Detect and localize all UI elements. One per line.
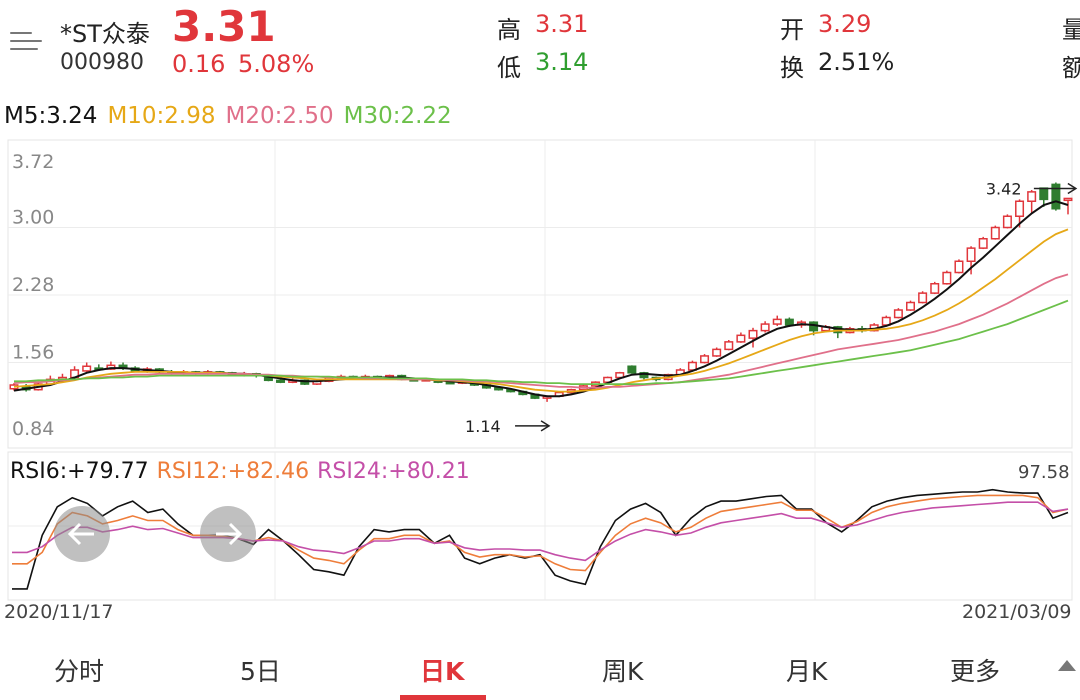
candle-body [82,365,92,372]
tab-intraday[interactable]: 分时 [54,657,105,686]
candle-body [724,341,734,351]
menu-icon[interactable] [10,30,42,56]
candle-body [1002,215,1012,229]
current-price: 3.31 [172,2,276,51]
min-price-arrowhead [540,420,551,432]
volume-label: 量 [1062,16,1080,44]
candle-body [1027,191,1037,202]
y-tick-label: 3.00 [12,207,54,229]
low-value: 3.14 [535,48,589,76]
candle-body [772,318,782,325]
ma20-legend: M20:2.50 [225,103,334,129]
candle-body [918,292,928,304]
candle-body [966,247,976,262]
ma-line-m5 [13,200,1069,398]
active-tab-indicator [400,695,486,700]
arrow-left-icon [67,522,94,546]
rsi-line-rsi12 [12,494,1069,572]
max-price-label: 3.42 [986,180,1022,199]
rsi-line-rsi6 [12,488,1069,590]
main-chart-frame [7,139,1073,449]
candle-body [893,309,903,319]
candle-body [712,348,722,357]
price-change: 0.16 [172,50,226,78]
candle-body [906,301,916,311]
low-label: 低 [497,54,521,82]
arrow-right-icon [216,522,243,546]
price-change-pct: 5.08% [238,50,315,78]
candle-body [1063,197,1073,202]
tab-monthly-k[interactable]: 月K [786,657,828,686]
candle-body [736,334,746,343]
candle-body [748,329,758,339]
date-start: 2020/11/17 [4,601,114,623]
turnover-value: 2.51% [818,48,895,76]
high-value: 3.31 [535,10,589,38]
candle-body [1051,183,1061,210]
rsi12-legend: RSI12:+82.46 [156,459,310,484]
candle-body [627,365,637,374]
candle-body [760,323,770,332]
ma10-legend: M10:2.98 [107,103,216,129]
ma-line-m20 [13,273,1069,389]
y-tick-label: 2.28 [12,274,54,296]
candle-body [784,318,794,326]
tab-5day[interactable]: 5日 [240,657,281,686]
tab-weekly-k[interactable]: 周K [602,657,644,686]
stock-code: 000980 [60,50,144,75]
candle-body [276,379,286,383]
scroll-left-button[interactable] [54,506,110,562]
candle-body [930,283,940,294]
y-tick-label: 3.72 [12,151,54,173]
rsi6-legend: RSI6:+79.77 [10,459,149,484]
rsi24-legend: RSI24:+80.21 [317,459,470,484]
rsi-max-label: 97.58 [1018,462,1070,483]
candle-body [978,238,988,249]
amount-label: 额 [1062,54,1080,82]
ma-legend: M5:3.24 M10:2.98 M20:2.50 M30:2.22 [4,103,462,129]
candle-body [954,260,964,274]
y-tick-label: 0.84 [12,418,54,440]
candle-body [1039,187,1049,201]
rsi-line-rsi24 [12,501,1069,562]
stock-name: *ST众泰 [60,20,150,48]
date-end: 2021/03/09 [962,601,1072,623]
period-tabbar: 分时 5日 日K 周K 月K 更多 [0,640,1080,700]
high-label: 高 [497,16,521,44]
open-value: 3.29 [818,10,872,38]
max-price-arrowhead [1067,182,1078,195]
rsi-legend: RSI6:+79.77 RSI12:+82.46 RSI24:+80.21 [10,459,478,484]
ma-line-m30 [14,299,1069,386]
candle-body [990,226,1000,240]
candle-body [700,355,710,364]
ma5-legend: M5:3.24 [4,103,98,129]
ma30-legend: M30:2.22 [343,103,452,129]
y-tick-label: 1.56 [12,342,54,364]
turnover-label: 换 [780,54,804,82]
candle-body [942,271,952,285]
candle-body [1015,200,1025,217]
tab-more[interactable]: 更多 [950,657,1001,686]
min-price-label: 1.14 [465,417,501,436]
tab-daily-k[interactable]: 日K [420,657,465,686]
kline-chart[interactable]: 3.72 3.00 2.28 1.56 0.84 3.42 1.14 97.58 [0,0,1080,640]
expand-up-icon[interactable] [1058,660,1076,671]
ma-line-m10 [13,228,1069,393]
scroll-right-button[interactable] [200,506,256,562]
open-label: 开 [780,16,804,44]
